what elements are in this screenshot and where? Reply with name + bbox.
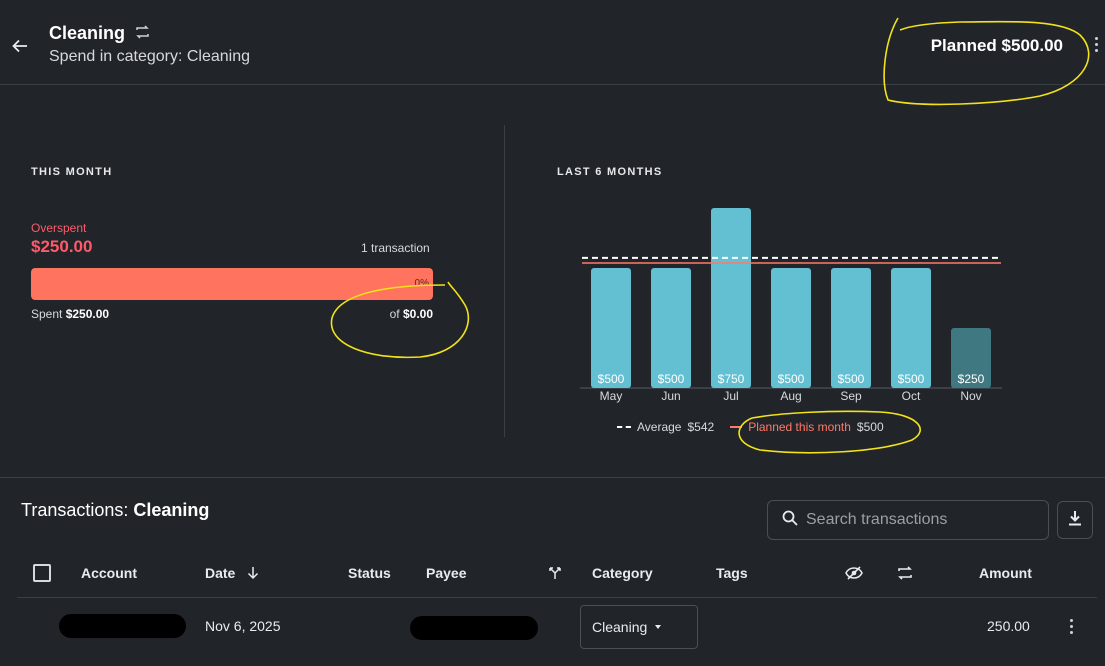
bar-aug bbox=[771, 268, 811, 388]
planned-legend-swatch bbox=[730, 426, 743, 428]
bar-value-label: $500 bbox=[598, 372, 625, 386]
search-icon bbox=[782, 510, 798, 531]
month-tick-label: May bbox=[600, 389, 623, 403]
row-amount: 250.00 bbox=[987, 618, 1030, 634]
bar-nov bbox=[951, 328, 991, 388]
spend-progress-bar: 0% bbox=[31, 268, 433, 300]
hidden-eye-icon[interactable] bbox=[845, 566, 863, 585]
planned-legend-label: Planned this month bbox=[748, 420, 851, 434]
average-legend-label: Average bbox=[637, 420, 682, 434]
progress-percent: 0% bbox=[414, 278, 429, 289]
redacted-payee bbox=[410, 616, 538, 640]
transactions-divider bbox=[0, 477, 1105, 478]
category-dropdown-value: Cleaning bbox=[592, 619, 648, 635]
column-payee[interactable]: Payee bbox=[426, 565, 467, 581]
more-options-icon[interactable] bbox=[1093, 37, 1099, 55]
bar-value-label: $500 bbox=[658, 372, 685, 386]
average-legend-value: $542 bbox=[687, 420, 715, 434]
category-dropdown[interactable]: Cleaning bbox=[580, 605, 698, 649]
spent-summary: Spent $250.00 bbox=[31, 307, 110, 321]
back-arrow-icon[interactable] bbox=[10, 36, 30, 56]
column-date[interactable]: Date bbox=[205, 565, 236, 581]
budget-value: $0.00 bbox=[402, 307, 433, 321]
bar-value-label: $500 bbox=[838, 372, 865, 386]
recurring-column-icon[interactable] bbox=[897, 566, 913, 585]
bar-jun bbox=[651, 268, 691, 388]
dropdown-caret-icon bbox=[655, 625, 662, 629]
column-account[interactable]: Account bbox=[81, 565, 137, 581]
column-status[interactable]: Status bbox=[348, 565, 391, 581]
column-tags[interactable]: Tags bbox=[716, 565, 748, 581]
average-legend-swatch bbox=[617, 426, 631, 428]
column-amount[interactable]: Amount bbox=[979, 565, 1032, 581]
overspent-amount: $250.00 bbox=[31, 237, 93, 256]
last-six-months-label: LAST 6 MONTHS bbox=[557, 166, 663, 178]
monthly-spend-chart: $500 May $500 Jun $750 Jul $500 Aug $500 Sep $500 O… bbox=[580, 208, 1002, 403]
select-all-checkbox[interactable] bbox=[33, 564, 51, 582]
search-input[interactable] bbox=[806, 511, 1026, 529]
bar-jul bbox=[711, 208, 751, 388]
header-row-divider bbox=[17, 597, 1097, 598]
overspent-status: Overspent bbox=[31, 221, 87, 235]
row-more-options-icon[interactable] bbox=[1068, 619, 1074, 637]
month-tick-label: Jun bbox=[661, 389, 680, 403]
row-date: Nov 6, 2025 bbox=[205, 618, 281, 634]
category-title: Cleaning bbox=[49, 23, 126, 43]
month-tick-label: Aug bbox=[780, 389, 801, 403]
chart-legend: Average $542 Planned this month $500 bbox=[617, 420, 884, 434]
bar-value-label: $500 bbox=[778, 372, 805, 386]
redacted-account bbox=[59, 614, 186, 638]
spend-progress-fill bbox=[31, 268, 433, 300]
column-category[interactable]: Category bbox=[592, 565, 653, 581]
month-tick-label: Sep bbox=[840, 389, 862, 403]
month-tick-label: Jul bbox=[723, 389, 738, 403]
budget-summary: of $0.00 bbox=[389, 307, 433, 321]
month-tick-label: Oct bbox=[902, 389, 921, 403]
split-icon[interactable] bbox=[548, 566, 562, 585]
bar-value-label: $750 bbox=[718, 372, 745, 386]
recurring-icon bbox=[135, 23, 150, 44]
spent-value: $250.00 bbox=[65, 307, 110, 321]
download-button[interactable] bbox=[1057, 501, 1093, 539]
bar-oct bbox=[891, 268, 931, 388]
planned-amount[interactable]: Planned $500.00 bbox=[930, 36, 1063, 55]
download-icon bbox=[1068, 510, 1082, 531]
bar-value-label: $250 bbox=[958, 372, 985, 386]
this-month-label: THIS MONTH bbox=[31, 166, 113, 178]
bar-sep bbox=[831, 268, 871, 388]
month-tick-label: Nov bbox=[960, 389, 981, 403]
sort-down-icon[interactable] bbox=[247, 566, 259, 585]
transactions-title: Transactions: Cleaning bbox=[21, 500, 210, 520]
page-title: Cleaning bbox=[49, 23, 150, 44]
bar-value-label: $500 bbox=[898, 372, 925, 386]
transaction-count: 1 transaction bbox=[361, 241, 430, 255]
planned-legend-value: $500 bbox=[856, 420, 884, 434]
bar-may bbox=[591, 268, 631, 388]
section-divider bbox=[504, 125, 505, 437]
page-header: Cleaning Spend in category: Cleaning Pla… bbox=[0, 0, 1105, 85]
page-subtitle: Spend in category: Cleaning bbox=[49, 48, 251, 65]
search-box[interactable] bbox=[767, 500, 1049, 540]
